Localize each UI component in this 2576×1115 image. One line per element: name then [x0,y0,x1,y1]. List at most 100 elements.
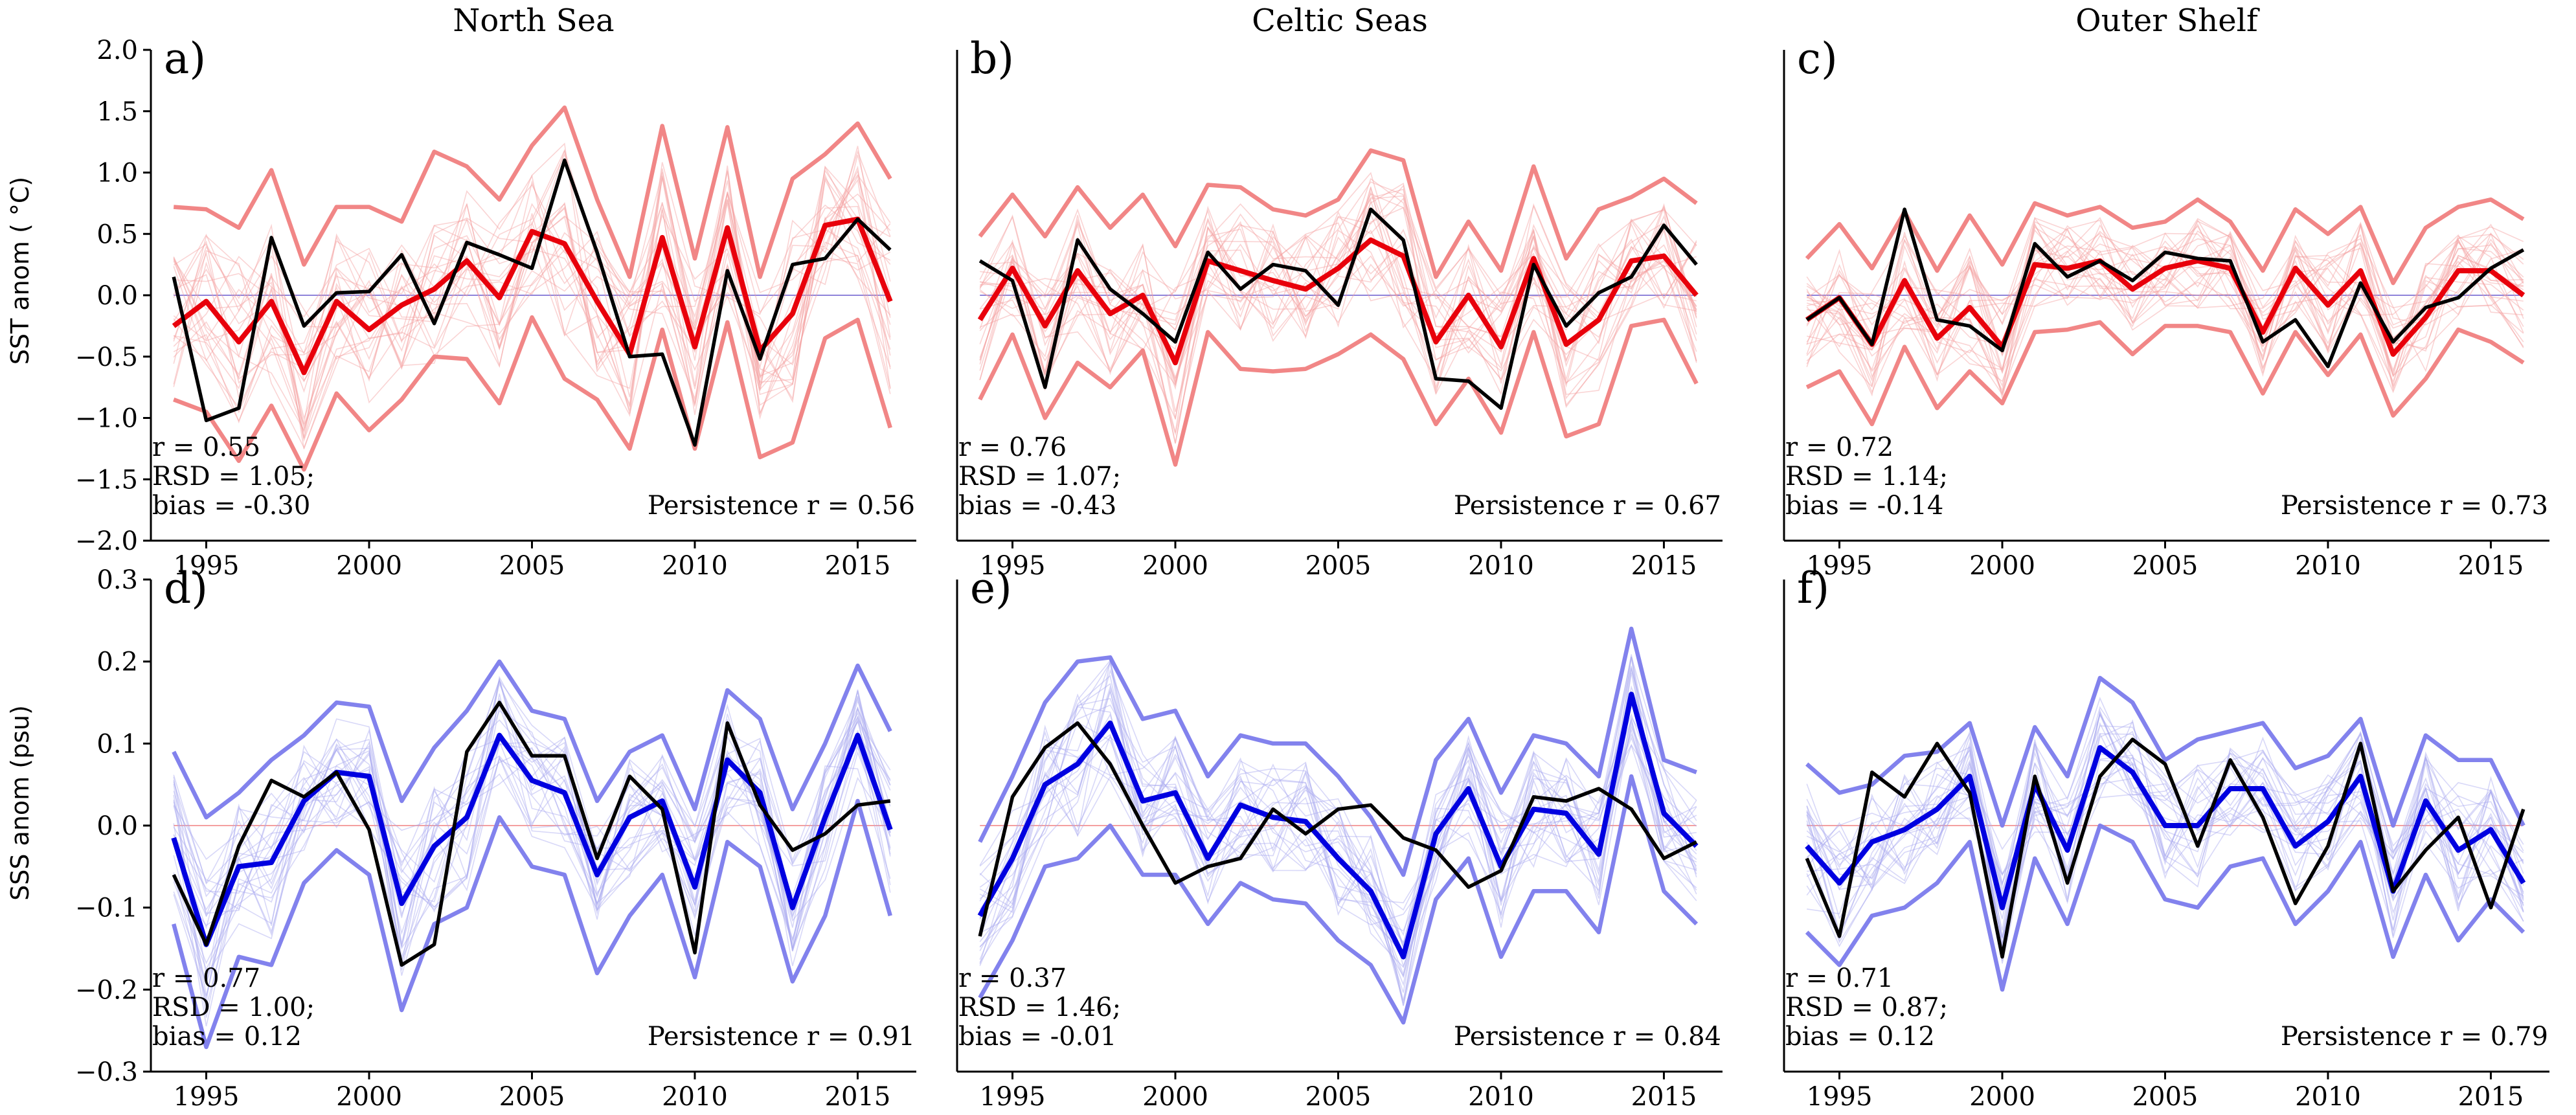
x-tick-label: 2005 [2132,551,2198,581]
ensemble-bound-line [978,148,1698,279]
ensemble-member-line [1806,697,2524,947]
ensemble-member-line [979,697,1697,1006]
stat-rsd: RSD = 1.05; [152,462,315,491]
x-tick-label: 2005 [2132,1082,2198,1112]
ensemble-member-line [979,661,1697,969]
ensemble-member-line [1806,226,2524,376]
ensemble-member-line [1806,229,2524,375]
y-tick-label: 0.1 [96,729,138,759]
ensemble-member-line [1807,711,2524,944]
x-tick-label: 2010 [2295,1082,2361,1112]
x-tick-label: 2015 [1631,1082,1697,1112]
ensemble-member-line [1806,706,2524,964]
ensemble-member-line [1806,721,2524,919]
ensemble-member-line [173,699,891,914]
x-tick-label: 2005 [1305,551,1372,581]
y-tick-label: −0.1 [75,894,138,923]
ensemble-bound-line [1805,320,2525,427]
panel-title: Outer Shelf [2075,3,2260,39]
stat-r: r = 0.77 [152,963,260,993]
ensemble-mean-line [977,237,1699,366]
stat-bias: bias = 0.12 [152,1022,302,1052]
panel-c: 1995 2000 2005 2010 2015 Outer Shelf c) r = 0.7… [1783,3,2549,581]
ensemble-member-line [173,682,891,999]
observations-line [172,158,892,447]
ensemble-member-line [979,193,1697,436]
ensemble-member-line [979,729,1697,949]
ensemble-member-line [1806,714,2524,934]
ensemble-member-line [979,667,1697,954]
ensemble-member-line [1806,741,2524,938]
ensemble-bound-line [978,626,1697,877]
ensemble-member-line [173,191,891,414]
stat-bias: bias = -0.01 [958,1022,1116,1052]
ensemble-member-line [173,719,891,1018]
ensemble-bound-line [172,659,892,820]
y-tick-label: 0.3 [96,565,138,595]
ensemble-member-line [979,725,1697,936]
x-tick-label: 2015 [2458,1082,2524,1112]
ensemble-member-line [1806,232,2524,388]
x-tick-label: 2010 [2295,551,2361,581]
stat-r: r = 0.55 [152,433,260,462]
ensemble-bound-line [1805,675,2525,828]
observations-line [172,701,891,967]
y-tick-label: 0.5 [96,220,138,249]
ensemble-member-line [173,216,891,406]
x-tick-label: 2010 [1468,551,1534,581]
stat-persistence: Persistence r = 0.67 [1454,491,1721,521]
ensemble-member-line [1807,756,2524,915]
ensemble-bound-line [1805,823,2525,992]
ensemble-member-line [980,223,1697,387]
y-tick-label: 1.0 [96,159,138,188]
x-tick-label: 1995 [980,1082,1046,1112]
observations-line [978,207,1698,411]
x-tick-label: 2005 [499,1082,565,1112]
stat-persistence: Persistence r = 0.56 [648,491,915,521]
x-tick-label: 2010 [662,551,728,581]
ensemble-member-line [173,162,891,427]
ensemble-member-line [979,688,1697,957]
stat-persistence: Persistence r = 0.79 [2281,1022,2548,1052]
ensemble-member-line [1806,222,2524,367]
ensemble-member-line [173,149,891,400]
ensemble-member-line [173,712,891,911]
ensemble-member-line [173,690,891,910]
panel-letter: b) [970,34,1014,84]
ensemble-member-line [979,669,1697,926]
ensemble-member-line [173,165,891,377]
x-tick-label: 2005 [499,551,565,581]
ensemble-mean-line [171,732,893,947]
ensemble-member-line [979,181,1697,388]
ensemble-member-line [173,168,891,442]
panel-letter: c) [1797,34,1838,84]
stat-rsd: RSD = 0.87; [1785,993,1948,1022]
x-tick-label: 1995 [174,1082,240,1112]
ensemble-member-line [1806,730,2524,943]
ensemble-member-line [1806,738,2524,892]
ensemble-member-line [1806,721,2524,900]
ensemble-member-line [979,657,1697,993]
stat-rsd: RSD = 1.07; [958,462,1121,491]
x-tick-label: 2010 [662,1082,728,1112]
ensemble-member-line [1806,733,2524,904]
ensemble-member-line [979,654,1697,954]
stat-r: r = 0.71 [1785,963,1893,993]
ensemble-member-line [173,734,891,930]
ensemble-member-line [979,685,1697,949]
x-tick-label: 2000 [1142,1082,1208,1112]
y-tick-label: 1.5 [96,97,138,127]
ensemble-member-line [979,186,1697,444]
ensemble-member-line [979,659,1697,987]
x-tick-label: 2015 [825,1082,891,1112]
ensemble-member-line [173,191,891,429]
ensemble-member-line [173,695,891,958]
ensemble-bound-line [173,105,892,279]
y-tick-label: −0.5 [75,343,138,372]
ensemble-member-line [1806,227,2524,397]
ensemble-member-line [174,155,891,401]
ensemble-member-line [1806,743,2524,961]
ensemble-bound-line [978,774,1699,1025]
